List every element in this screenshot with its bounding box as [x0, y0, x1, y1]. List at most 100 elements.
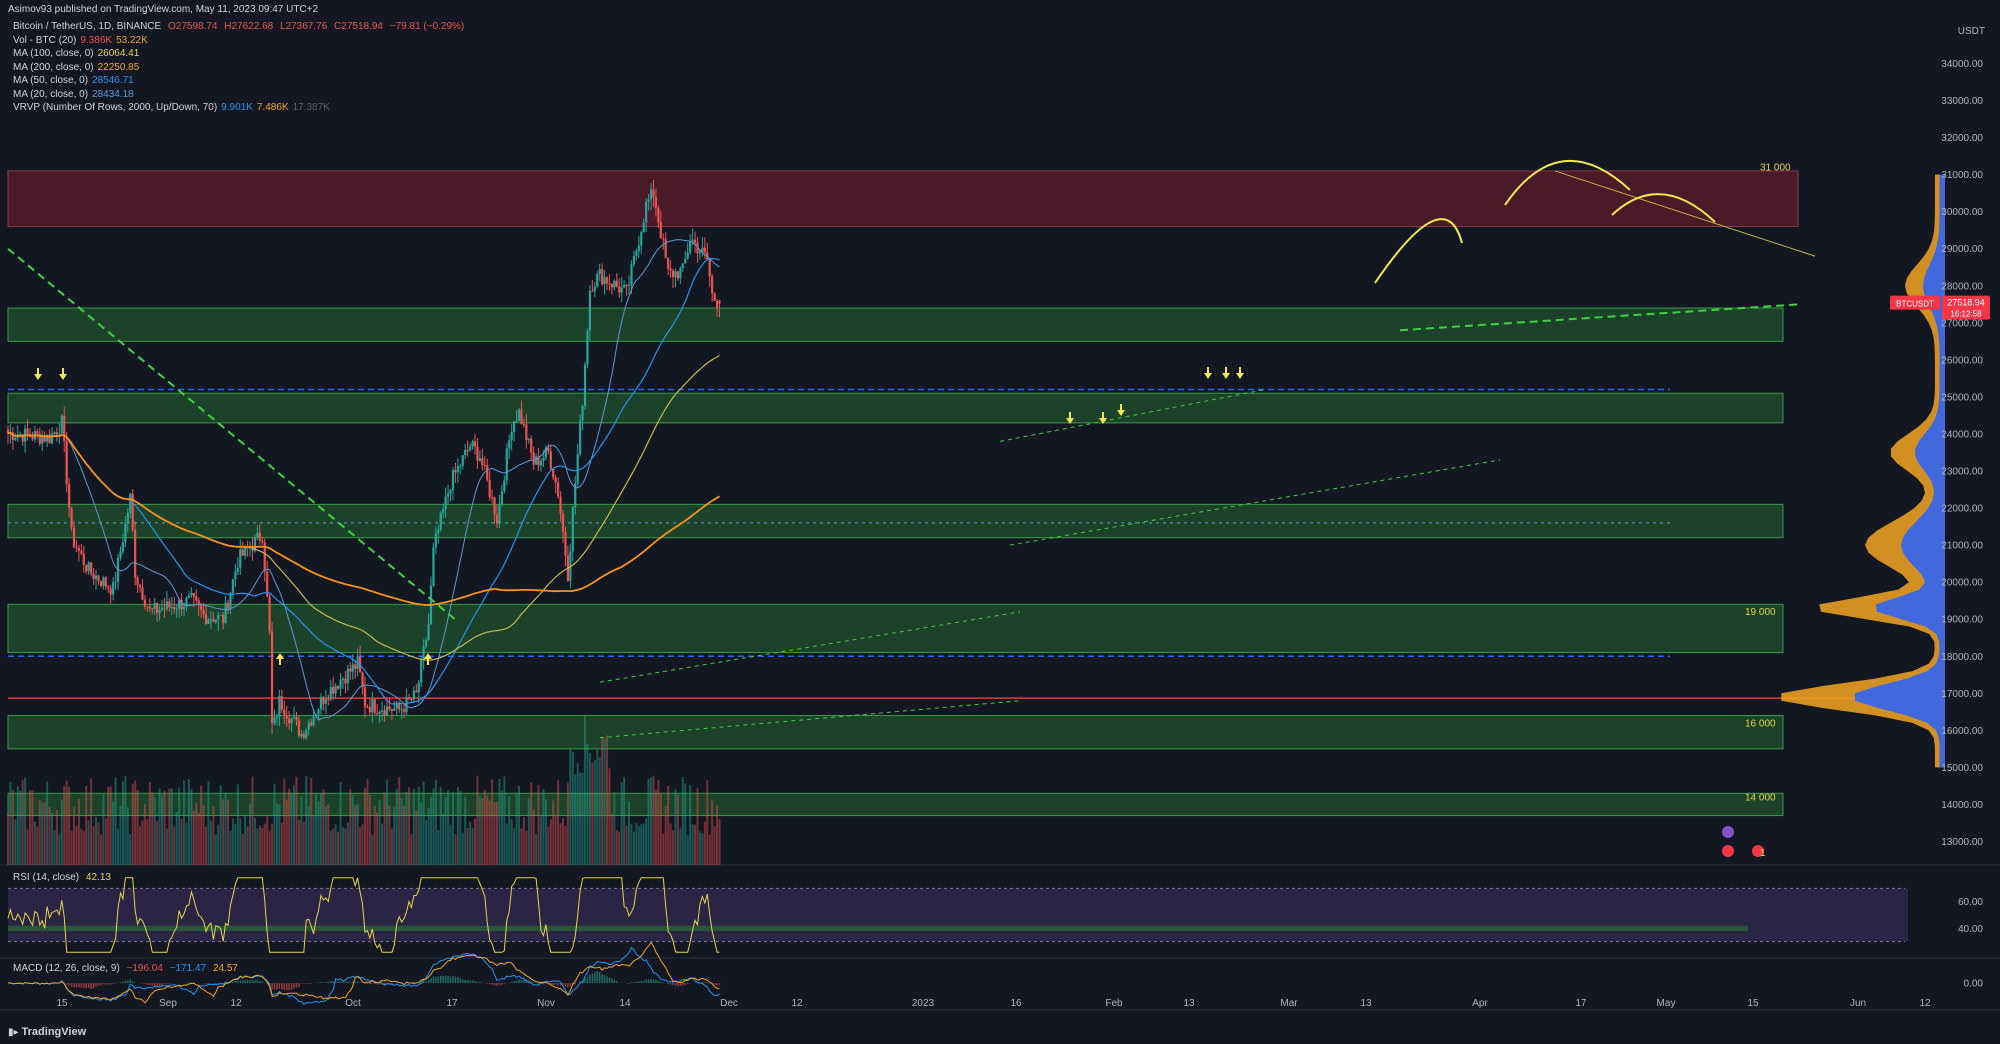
volume-bar — [117, 828, 120, 865]
candle-body — [6, 429, 10, 434]
indicator-row[interactable]: VRVP (Number Of Rows, 2000, Up/Down, 70)… — [13, 101, 464, 115]
volume-bar — [92, 825, 95, 865]
candle-body — [239, 549, 242, 568]
volume-bar — [427, 807, 430, 865]
candle-body — [341, 678, 345, 681]
candle-body — [248, 547, 252, 549]
candle-body — [522, 424, 525, 426]
volume-bar — [407, 787, 410, 865]
volume-bar — [620, 782, 623, 865]
volume-bar — [202, 804, 205, 865]
candle-body — [659, 222, 662, 239]
volume-bar — [207, 781, 210, 865]
candle-body — [160, 608, 164, 611]
volume-bar — [51, 813, 54, 865]
trend-line — [7, 247, 456, 620]
candle-body — [275, 717, 279, 719]
volume-bar — [11, 790, 14, 865]
indicator-row[interactable]: MA (200, close, 0) 22250.85 — [13, 61, 464, 75]
volume-bar — [63, 786, 66, 865]
volume-bar — [359, 827, 362, 865]
volume-bar — [180, 818, 183, 865]
candle-body — [72, 527, 76, 548]
symbol-ohlc-row[interactable]: Bitcoin / TetherUS, 1D, BINANCE O27598.7… — [13, 20, 464, 34]
volume-bar — [425, 820, 428, 865]
indicator-row[interactable]: MA (100, close, 0) 26064.41 — [13, 47, 464, 61]
candle-body — [48, 434, 51, 444]
event-icon — [1722, 826, 1734, 838]
volume-bar — [192, 810, 195, 865]
volume-bar — [486, 795, 489, 865]
volume-bar — [168, 788, 171, 865]
candle-body — [107, 586, 110, 589]
candle-body — [202, 609, 205, 615]
volume-bar — [273, 783, 276, 865]
candle-body — [576, 453, 579, 484]
candle-body — [424, 640, 428, 647]
indicator-row[interactable]: Vol - BTC (20) 9.386K 53.22K — [13, 34, 464, 48]
candle-body — [85, 564, 88, 572]
indicator-row[interactable]: MA (20, close, 0) 28434.18 — [13, 88, 464, 102]
indicator-legend: Bitcoin / TetherUS, 1D, BINANCE O27598.7… — [13, 20, 464, 115]
support-zone — [7, 503, 1784, 539]
volume-bar — [241, 833, 244, 865]
indicator-row[interactable]: MA (50, close, 0) 28546.71 — [13, 74, 464, 88]
candle-body — [500, 491, 503, 505]
volume-bar — [297, 820, 300, 865]
indicator-value: 7.486K — [256, 102, 289, 113]
volume-bar — [647, 778, 650, 865]
volume-bar — [317, 801, 320, 865]
volume-bar — [667, 786, 670, 865]
candle-body — [535, 456, 538, 465]
candle-body — [104, 577, 107, 587]
candle-body — [99, 581, 103, 586]
volume-bar — [77, 799, 80, 865]
volume-bar — [349, 788, 352, 865]
volume-bar — [38, 800, 41, 865]
candle-body — [564, 532, 567, 556]
candle-body — [163, 608, 166, 610]
tradingview-logo[interactable]: ▮▸ TradingView — [8, 1026, 86, 1038]
candle-body — [124, 522, 127, 543]
candle-body — [715, 300, 719, 309]
volume-bar — [454, 834, 457, 865]
volume-bar — [520, 828, 523, 865]
candle-body — [300, 733, 303, 736]
volume-bar — [434, 779, 437, 865]
y-axis-tick-label: 13000.00 — [1941, 837, 1983, 848]
candle-body — [645, 201, 648, 223]
volume-bar — [632, 831, 635, 865]
volume-bar — [307, 806, 310, 865]
volume-bar — [505, 823, 508, 865]
candle-body — [561, 513, 565, 533]
indicator-value: 26064.41 — [97, 48, 140, 59]
candle-body — [481, 458, 484, 465]
candle-body — [693, 239, 697, 243]
volume-bar — [403, 806, 406, 865]
volume-bar — [131, 783, 134, 865]
volume-bar — [295, 776, 298, 865]
volume-bar — [679, 828, 682, 865]
volume-bar — [134, 780, 137, 865]
candle-body — [395, 702, 398, 709]
volume-bar — [676, 795, 679, 865]
macd-title-row[interactable]: MACD (12, 26, close, 9) −196.04 −171.47 … — [13, 963, 238, 974]
volume-bar — [29, 790, 32, 865]
y-axis-tick-label: 17000.00 — [1941, 689, 1983, 700]
volume-bar — [366, 779, 369, 865]
rsi-title-row[interactable]: RSI (14, close) 42.13 — [13, 872, 111, 883]
candle-body — [593, 286, 596, 292]
volume-bar — [109, 786, 112, 865]
volume-bar — [513, 828, 516, 865]
y-axis-tick-label: 21000.00 — [1941, 541, 1983, 552]
arrow-head — [1236, 373, 1244, 379]
volume-bar — [581, 772, 584, 865]
volume-bar — [266, 816, 269, 865]
volume-bar — [251, 776, 254, 865]
volume-bar — [481, 798, 484, 865]
volume-bar — [48, 807, 51, 865]
volume-bar — [540, 816, 543, 865]
candle-body — [447, 493, 450, 497]
x-axis-tick-label: Dec — [720, 998, 738, 1009]
